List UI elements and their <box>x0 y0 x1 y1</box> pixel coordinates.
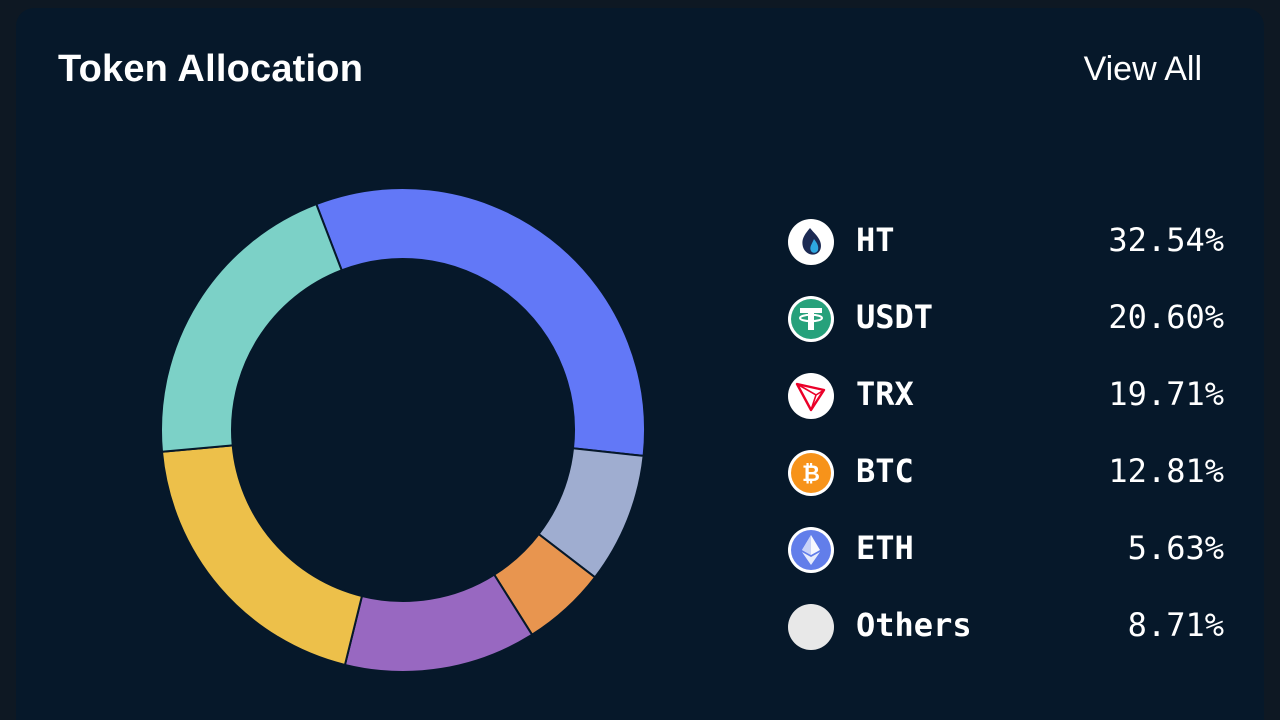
legend-item-trx[interactable]: TRX 19.71% <box>788 367 1224 444</box>
card-title: Token Allocation <box>58 48 364 90</box>
legend-item-others[interactable]: Others 8.71% <box>788 598 1224 675</box>
chart-legend: HT 32.54% USDT 20.60% TRX 19.71% ₿ BTC 12.81% ETH… <box>788 213 1224 675</box>
legend-label: ETH <box>856 529 914 567</box>
legend-item-usdt[interactable]: USDT 20.60% <box>788 290 1224 367</box>
legend-percentage: 32.54% <box>1108 221 1224 259</box>
legend-item-btc[interactable]: ₿ BTC 12.81% <box>788 444 1224 521</box>
legend-label: TRX <box>856 375 914 413</box>
huobi-token-icon <box>788 219 834 265</box>
donut-slice-usdt[interactable] <box>160 202 344 453</box>
view-all-link[interactable]: View All <box>1083 50 1202 88</box>
donut-slice-ht[interactable] <box>314 187 646 458</box>
tron-icon <box>788 373 834 419</box>
legend-percentage: 12.81% <box>1108 452 1224 490</box>
bitcoin-icon: ₿ <box>788 450 834 496</box>
svg-text:₿: ₿ <box>802 462 820 487</box>
ethereum-icon <box>788 527 834 573</box>
token-allocation-card: Token Allocation View All HT 32.54% USDT 20… <box>16 8 1264 720</box>
legend-percentage: 20.60% <box>1108 298 1224 336</box>
legend-label: USDT <box>856 298 934 336</box>
legend-label: HT <box>856 221 895 259</box>
legend-label: Others <box>856 606 972 644</box>
donut-slice-trx[interactable] <box>160 444 364 667</box>
donut-slice-btc[interactable] <box>343 573 534 673</box>
legend-percentage: 8.71% <box>1127 606 1224 644</box>
tether-icon <box>788 296 834 342</box>
legend-label: BTC <box>856 452 914 490</box>
legend-item-eth[interactable]: ETH 5.63% <box>788 521 1224 598</box>
legend-item-ht[interactable]: HT 32.54% <box>788 213 1224 290</box>
donut-chart <box>160 187 646 673</box>
others-icon <box>788 604 834 650</box>
legend-percentage: 19.71% <box>1108 375 1224 413</box>
legend-percentage: 5.63% <box>1127 529 1224 567</box>
